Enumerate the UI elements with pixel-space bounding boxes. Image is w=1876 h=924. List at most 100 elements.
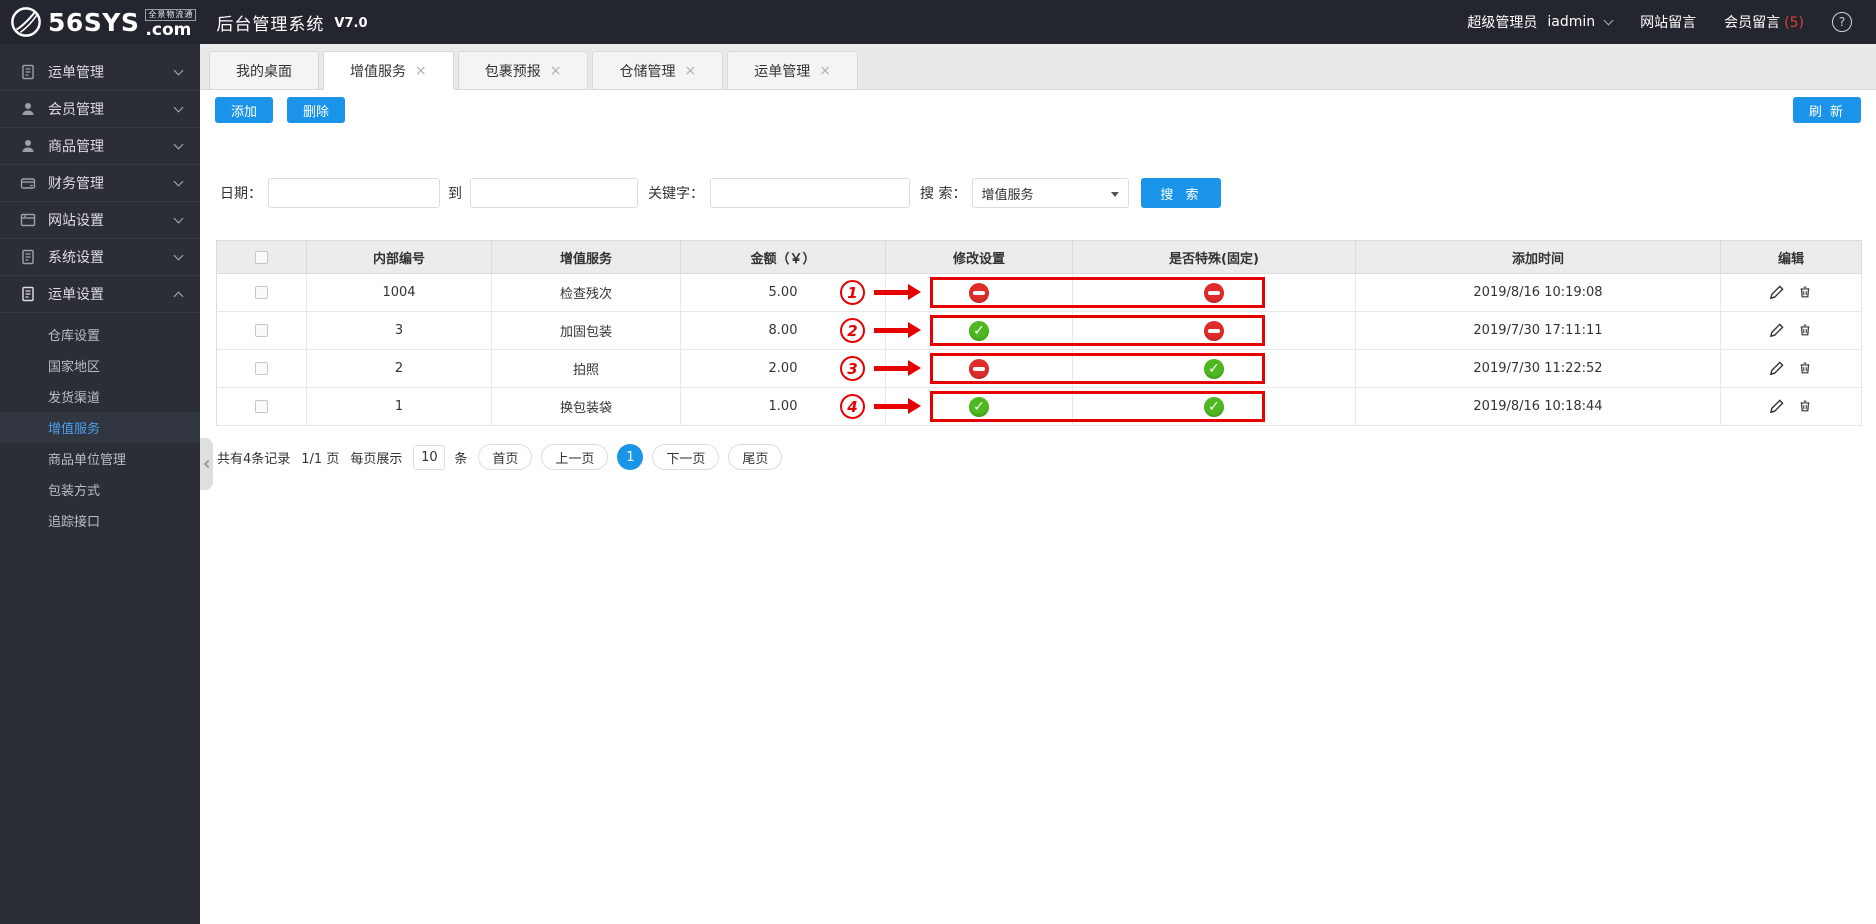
logo: 56SYS 全景物流通 .com	[10, 5, 197, 39]
cell-service: 拍照	[491, 349, 681, 388]
col-header-added-time: 添加时间	[1355, 240, 1721, 274]
filter-bar: 日期： 到 关键字： 搜 索： 增值服务 搜 索	[220, 178, 1222, 208]
help-icon[interactable]: ?	[1832, 12, 1852, 32]
keyword-input[interactable]	[710, 178, 910, 208]
edit-icon[interactable]	[1769, 399, 1784, 414]
table-row: 1 换包装袋 1.00 2019/8/16 10:18:44	[216, 387, 1862, 426]
table-row: 1004 检查残次 5.00 2019/8/16 10:19:08	[216, 273, 1862, 312]
sidebar-subitem-warehouse-settings[interactable]: 仓库设置	[0, 319, 200, 350]
special-status-icon[interactable]	[1204, 282, 1224, 303]
edit-icon[interactable]	[1769, 323, 1784, 338]
cell-amount: 2.00	[680, 349, 886, 388]
sidebar-subitem-packaging-method[interactable]: 包装方式	[0, 474, 200, 505]
special-status-icon[interactable]	[1204, 358, 1224, 379]
modify-status-icon[interactable]	[969, 320, 989, 341]
tab-warehouse-management[interactable]: 仓储管理 ×	[592, 51, 724, 90]
chevron-down-icon	[1603, 15, 1614, 26]
prev-page-button[interactable]: 上一页	[541, 444, 609, 470]
delete-icon[interactable]	[1798, 285, 1813, 300]
modify-status-icon[interactable]	[969, 282, 989, 303]
delete-icon[interactable]	[1798, 361, 1813, 376]
delete-button[interactable]: 删除	[287, 97, 346, 123]
help-glyph: ?	[1838, 15, 1846, 29]
cell-service: 换包装袋	[491, 387, 681, 426]
cell-amount: 1.00	[680, 387, 886, 426]
sidebar-item-product-management[interactable]: 商品管理	[0, 128, 200, 165]
delete-icon[interactable]	[1798, 399, 1813, 414]
user-menu[interactable]: 超级管理员 iadmin	[1467, 12, 1614, 32]
website-icon	[20, 212, 36, 228]
col-header-modify-setting: 修改设置	[885, 240, 1073, 274]
subitem-label: 仓库设置	[48, 329, 101, 344]
sidebar-item-member-management[interactable]: 会员管理	[0, 91, 200, 128]
cell-internal-id: 1	[306, 387, 492, 426]
sidebar-item-label: 会员管理	[48, 102, 104, 118]
app-version: V7.0	[334, 16, 368, 31]
cell-internal-id: 1004	[306, 273, 492, 312]
special-status-icon[interactable]	[1204, 396, 1224, 417]
date-label: 日期：	[220, 186, 262, 202]
page-info: 1/1 页	[301, 451, 340, 467]
to-label: 到	[448, 186, 462, 202]
system-icon	[20, 249, 36, 265]
close-icon[interactable]: ×	[819, 62, 831, 79]
modify-status-icon[interactable]	[969, 358, 989, 379]
toolbar: 添加 删除 刷 新	[215, 97, 1861, 123]
sidebar-item-website-settings[interactable]: 网站设置	[0, 202, 200, 239]
sidebar-subitem-value-added-service[interactable]: 增值服务	[0, 412, 200, 443]
tab-label: 运单管理	[754, 63, 811, 80]
special-status-icon[interactable]	[1204, 320, 1224, 341]
row-checkbox[interactable]	[255, 400, 268, 413]
search-type-select[interactable]: 增值服务	[972, 178, 1130, 208]
select-all-checkbox[interactable]	[255, 250, 268, 264]
date-to-input[interactable]	[470, 178, 638, 208]
cell-added-time: 2019/8/16 10:18:44	[1355, 387, 1721, 426]
tab-label: 仓储管理	[619, 63, 676, 80]
close-icon[interactable]: ×	[684, 62, 697, 79]
close-icon[interactable]: ×	[549, 62, 562, 79]
row-checkbox[interactable]	[255, 362, 268, 375]
topbar: 56SYS 全景物流通 .com 后台管理系统 V7.0 超级管理员 iadmi…	[0, 0, 1876, 44]
finance-icon	[20, 175, 36, 191]
sidebar-item-finance-management[interactable]: 财务管理	[0, 165, 200, 202]
site-messages-link[interactable]: 网站留言	[1640, 15, 1697, 31]
refresh-button[interactable]: 刷 新	[1792, 97, 1861, 123]
modify-status-icon[interactable]	[969, 396, 989, 417]
next-page-button[interactable]: 下一页	[652, 444, 720, 470]
tab-waybill-management[interactable]: 运单管理 ×	[727, 51, 858, 90]
sidebar-item-system-settings[interactable]: 系统设置	[0, 239, 200, 276]
tab-package-forecast[interactable]: 包裹预报 ×	[457, 51, 589, 90]
col-header-edit: 编辑	[1720, 240, 1862, 274]
row-checkbox[interactable]	[255, 286, 268, 299]
sidebar-subitem-shipping-channel[interactable]: 发货渠道	[0, 381, 200, 412]
search-button[interactable]: 搜 索	[1141, 178, 1222, 208]
first-page-button[interactable]: 首页	[478, 444, 533, 470]
last-page-button[interactable]: 尾页	[728, 444, 783, 470]
current-page-button[interactable]: 1	[617, 444, 644, 470]
sidebar-item-label: 系统设置	[48, 250, 104, 266]
edit-icon[interactable]	[1769, 361, 1784, 376]
sidebar-collapse-handle[interactable]	[200, 438, 213, 490]
sidebar-item-waybill-settings[interactable]: 运单设置	[0, 276, 200, 313]
sidebar-subitem-country-region[interactable]: 国家地区	[0, 350, 200, 381]
add-button[interactable]: 添加	[215, 97, 274, 123]
tab-my-desktop[interactable]: 我的桌面	[209, 51, 319, 90]
sidebar-subitem-product-unit-management[interactable]: 商品单位管理	[0, 443, 200, 474]
pagination: 共有4条记录 1/1 页 每页展示 10 条 首页 上一页 1 下一页 尾页	[217, 444, 783, 470]
date-from-input[interactable]	[268, 178, 440, 208]
col-header-service: 增值服务	[491, 240, 681, 274]
close-icon[interactable]: ×	[415, 62, 427, 79]
row-checkbox[interactable]	[255, 324, 268, 337]
per-page-label: 每页展示	[350, 451, 403, 467]
per-page-input[interactable]: 10	[413, 444, 446, 470]
sidebar-subitem-tracking-interface[interactable]: 追踪接口	[0, 505, 200, 536]
value-added-service-table: 内部编号 增值服务 金额（￥） 修改设置 是否特殊(固定) 添加时间 编辑 10…	[216, 240, 1862, 426]
edit-icon[interactable]	[1769, 285, 1784, 300]
member-messages-link[interactable]: 会员留言 (5)	[1724, 12, 1804, 32]
delete-icon[interactable]	[1798, 323, 1813, 338]
subitem-label: 增值服务	[48, 422, 101, 437]
logo-swirl-icon	[11, 7, 41, 37]
tab-value-added-service[interactable]: 增值服务 ×	[323, 51, 454, 90]
sidebar-item-waybill-management[interactable]: 运单管理	[0, 54, 200, 91]
col-header-special-fixed: 是否特殊(固定)	[1072, 240, 1356, 274]
